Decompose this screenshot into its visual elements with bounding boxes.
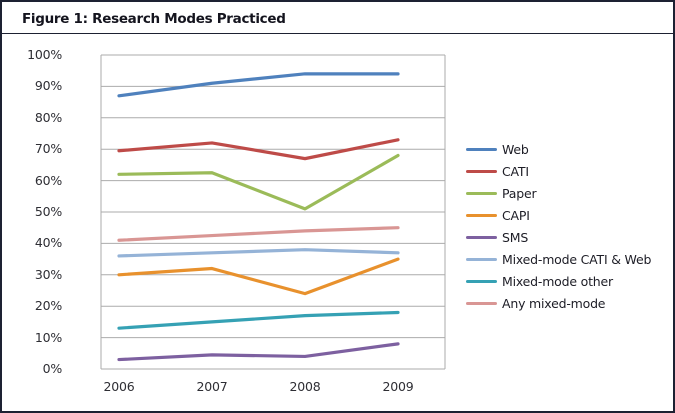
legend-item-mixed-mode-other: Mixed-mode other: [466, 271, 651, 293]
legend-swatch: [466, 258, 497, 262]
legend-swatch: [466, 280, 497, 284]
y-tick-label: 80%: [34, 109, 62, 125]
legend-item-mixed-mode-cati-web: Mixed-mode CATI & Web: [466, 248, 651, 270]
legend-item-paper: Paper: [466, 182, 651, 204]
series-line-capi: [117, 257, 400, 296]
legend-label: CATI: [502, 163, 529, 179]
legend-label: Mixed-mode other: [502, 274, 613, 290]
legend-label: Mixed-mode CATI & Web: [502, 252, 652, 268]
series-line-any-mixed-mode: [117, 226, 400, 242]
legend-item-sms: SMS: [466, 226, 651, 248]
legend-label: Any mixed-mode: [502, 296, 606, 312]
y-tick-label: 10%: [34, 329, 62, 345]
legend-item-capi: CAPI: [466, 204, 651, 226]
legend-swatch: [466, 147, 497, 151]
x-tick-label: 2006: [103, 379, 135, 394]
legend-swatch: [466, 213, 497, 217]
y-tick-label: 40%: [34, 235, 62, 251]
figure-title: Figure 1: Research Modes Practiced: [22, 11, 286, 27]
y-tick-label: 30%: [34, 266, 62, 282]
series-line-sms: [117, 342, 400, 362]
legend-swatch: [466, 169, 497, 173]
series-line-paper: [117, 153, 400, 211]
legend-label: Web: [502, 141, 529, 157]
legend-item-any-mixed-mode: Any mixed-mode: [466, 293, 651, 315]
chart-legend: Web CATI Paper CAPI SMS Mixed-mode CATI & Web…: [466, 138, 651, 315]
series-line-mixed-mode-cati-web: [117, 248, 400, 258]
x-tick-label: 2007: [196, 379, 228, 394]
legend-item-web: Web: [466, 138, 651, 160]
y-tick-label: 60%: [34, 172, 62, 188]
y-tick-label: 100%: [27, 47, 62, 62]
legend-label: Paper: [502, 185, 537, 201]
legend-label: CAPI: [502, 207, 530, 223]
title-separator: [2, 33, 673, 34]
y-tick-label: 70%: [34, 141, 62, 157]
series-line-mixed-mode-other: [117, 310, 400, 330]
x-tick-label: 2008: [289, 379, 321, 394]
legend-swatch: [466, 302, 497, 306]
x-tick-label: 2009: [382, 379, 414, 394]
legend-label: SMS: [502, 229, 529, 245]
y-tick-label: 50%: [34, 204, 62, 219]
series-line-cati: [117, 138, 400, 161]
y-tick-label: 90%: [34, 78, 62, 94]
legend-item-cati: CATI: [466, 160, 651, 182]
legend-swatch: [466, 191, 497, 195]
legend-swatch: [466, 235, 497, 239]
series-line-web: [117, 72, 400, 98]
y-tick-label: 0%: [42, 361, 63, 376]
y-tick-label: 20%: [34, 298, 62, 314]
